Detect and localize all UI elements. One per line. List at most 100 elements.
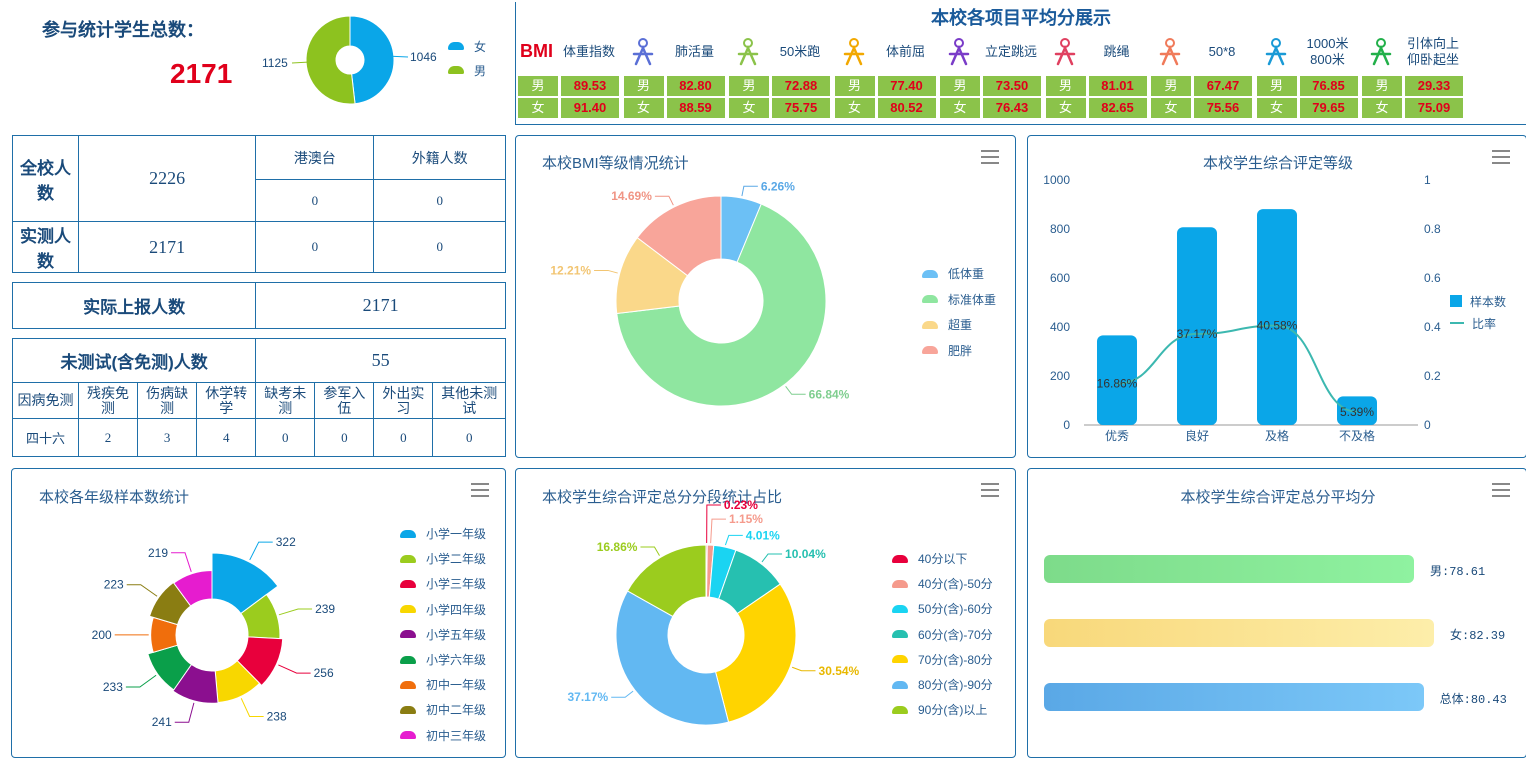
project-2: 50米跑男 72.88 女 75.75	[729, 30, 835, 120]
legend-item[interactable]: 初中一年级	[400, 672, 486, 697]
grade-sample-slice-5[interactable]	[147, 644, 193, 691]
legend-item-ratio[interactable]: 比率	[1450, 312, 1506, 334]
legend-item[interactable]: 标准体重	[922, 287, 996, 313]
legend-label: 40分(含)-50分	[918, 577, 993, 592]
ratio-label-1: 37.17%	[1177, 327, 1218, 341]
legend-label: 小学五年级	[426, 627, 487, 642]
legend-item[interactable]: 低体重	[922, 261, 996, 287]
score-dist-slice-6[interactable]	[626, 544, 707, 618]
legend-label: 50分(含)-60分	[918, 602, 993, 617]
grade-sample-slice-8[interactable]	[173, 569, 213, 607]
legend-item-samples[interactable]: 样本数	[1450, 290, 1506, 312]
reason-value: 四十六	[12, 418, 79, 457]
legend-swatch	[400, 705, 416, 714]
legend-swatch	[400, 605, 416, 614]
student-stats-table: 全校人数 2226 港澳台 外籍人数 0 0 实测人数 2171 0 0 实际上…	[11, 135, 506, 457]
grade-bar-1[interactable]	[1177, 227, 1217, 425]
bmi-slice-3[interactable]	[636, 195, 722, 277]
grade-title: 本校学生综合评定等级	[1202, 155, 1353, 172]
avg-score-title: 本校学生综合评定总分平均分	[1180, 489, 1376, 506]
avg-score-menu-icon[interactable]	[1492, 483, 1510, 497]
legend-item[interactable]: 肥胖	[922, 338, 996, 364]
bmi-menu-icon[interactable]	[981, 150, 999, 164]
grade-sample-slice-7[interactable]	[148, 581, 192, 626]
y-left-tick: 600	[1050, 271, 1070, 285]
score-dist-slice-5[interactable]	[615, 590, 730, 726]
grade-sample-slice-2[interactable]	[236, 636, 284, 687]
female-label: 女	[940, 98, 980, 118]
female-score: 75.56	[1194, 98, 1252, 118]
legend-swatch	[400, 529, 416, 538]
jump-icon	[948, 38, 970, 66]
legend-item[interactable]: 小学二年级	[400, 546, 486, 571]
legend-item[interactable]: 小学一年级	[400, 521, 486, 546]
legend-item[interactable]: 50分(含)-60分	[892, 596, 993, 621]
male-score: 89.53	[561, 76, 619, 96]
legend-swatch	[922, 346, 938, 355]
avg-label-1: 女:82.39	[1450, 629, 1506, 643]
female-score: 80.52	[877, 98, 936, 118]
reason-value: 3	[137, 418, 198, 457]
grade-bar-2[interactable]	[1257, 209, 1297, 425]
legend-item[interactable]: 初中三年级	[400, 723, 486, 748]
grade-bar-line-chart: 0 0 200 0.2 400 0.4 600 0.6 800 0.8 1000 1 优秀 良好 及格 不及格…	[1043, 173, 1441, 443]
sit-reach-icon	[843, 38, 864, 66]
legend-item[interactable]: 超重	[922, 312, 996, 338]
legend-item[interactable]: 小学五年级	[400, 622, 486, 647]
legend-item[interactable]: 40分以下	[892, 546, 993, 571]
grade-bar-3[interactable]	[1337, 396, 1377, 425]
bmi-slice-1[interactable]	[616, 203, 827, 407]
grade-sample-slice-0[interactable]	[211, 552, 279, 615]
grade-sample-donut-chart: 322 239 256 238 241 233 200 223 219	[92, 535, 336, 729]
grade-bar-0[interactable]	[1097, 335, 1137, 425]
legend-item[interactable]: 40分(含)-50分	[892, 571, 993, 596]
legend-item[interactable]: 小学三年级	[400, 571, 486, 596]
avg-bar-2[interactable]	[1044, 683, 1424, 711]
legend-label: 60分(含)-70分	[918, 627, 993, 642]
reason-value: 4	[196, 418, 257, 457]
y-left-tick: 800	[1050, 222, 1070, 236]
male-label: 男	[940, 76, 980, 96]
legend-item-female[interactable]: 女	[448, 34, 486, 58]
measured-value: 2171	[77, 221, 257, 273]
male-score: 73.50	[983, 76, 1041, 96]
legend-item[interactable]: 80分(含)-90分	[892, 672, 993, 697]
legend-item-male[interactable]: 男	[448, 58, 486, 82]
score-dist-slice-4[interactable]	[714, 583, 797, 723]
gender-slice-1[interactable]	[305, 15, 356, 105]
legend-swatch	[922, 295, 938, 304]
reason-label: 其他未测试	[432, 382, 506, 419]
female-score: 88.59	[666, 98, 725, 118]
project-name: 50米跑	[779, 44, 821, 59]
legend-label: 低体重	[948, 267, 985, 282]
legend-item[interactable]: 初中二年级	[400, 697, 486, 722]
shuttle-run-icon	[1159, 38, 1181, 66]
female-label: 女	[1256, 98, 1297, 118]
legend-item[interactable]: 60分(含)-70分	[892, 622, 993, 647]
avg-bar-1[interactable]	[1044, 619, 1434, 647]
female-score: 75.09	[1405, 98, 1463, 118]
legend-swatch	[892, 604, 908, 613]
legend-item[interactable]: 90分(含)以上	[892, 697, 993, 722]
gender-donut-chart: 1046 1125	[262, 15, 437, 105]
legend-label: 小学二年级	[426, 552, 487, 567]
bmi-label-2: 12.21%	[550, 263, 591, 277]
grade-menu-icon[interactable]	[1492, 150, 1510, 164]
gender-slice-0[interactable]	[349, 15, 395, 105]
hmt-label: 港澳台	[255, 135, 375, 180]
male-score: 76.85	[1299, 76, 1358, 96]
avg-bar-0[interactable]	[1044, 555, 1414, 583]
x-tick: 优秀	[1105, 429, 1129, 443]
grade-sample-menu-icon[interactable]	[471, 483, 489, 497]
legend-item[interactable]: 70分(含)-80分	[892, 647, 993, 672]
legend-item[interactable]: 小学六年级	[400, 647, 486, 672]
reason-value: 0	[255, 418, 316, 457]
legend-label: 小学一年级	[426, 527, 487, 542]
legend-label: 小学三年级	[426, 577, 487, 592]
score-dist-panel: 本校学生综合评定总分分段统计占比 0.23% 1.15% 4.01% 10.04% 30…	[515, 468, 1016, 758]
legend-item[interactable]: 小学四年级	[400, 597, 486, 622]
legend-swatch	[448, 42, 464, 50]
grade-sample-title: 本校各年级样本数统计	[39, 489, 190, 506]
y-right-tick: 0.6	[1424, 271, 1441, 285]
score-dist-menu-icon[interactable]	[981, 483, 999, 497]
